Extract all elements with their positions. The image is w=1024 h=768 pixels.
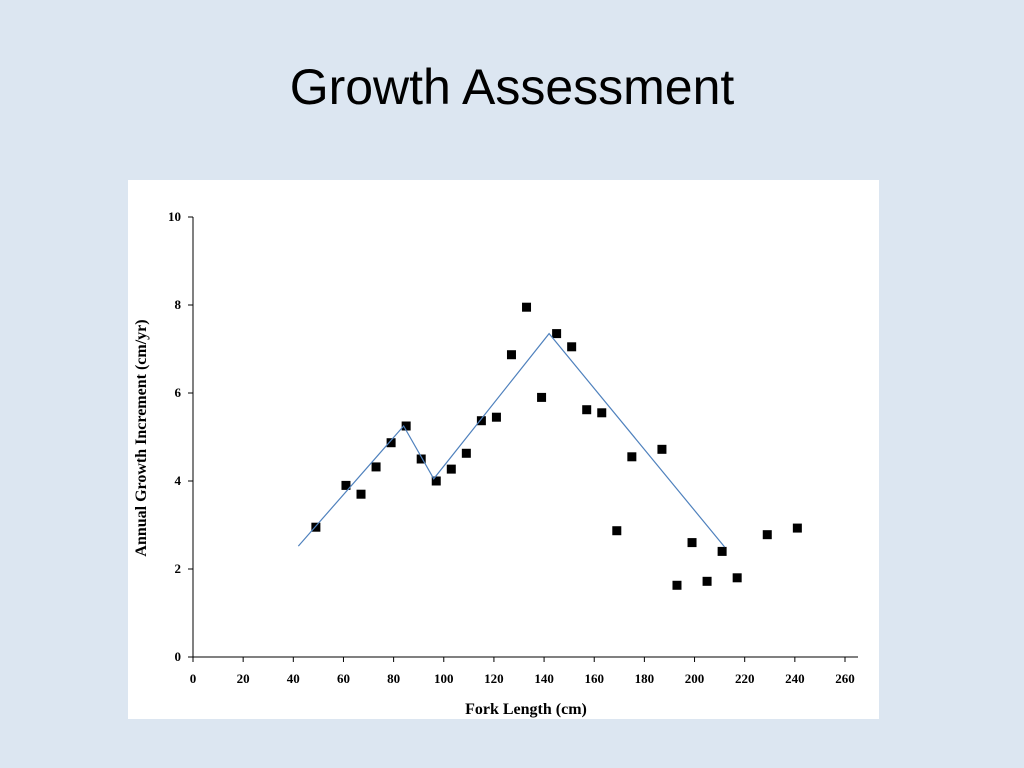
x-tick-label: 240 <box>785 671 805 686</box>
data-point <box>491 412 501 422</box>
data-point <box>431 476 441 486</box>
data-point <box>552 329 562 339</box>
data-point <box>386 438 396 448</box>
slide-title: Growth Assessment <box>289 59 735 115</box>
x-tick-label: 40 <box>287 671 300 686</box>
chart-axes: 0 20 40 60 80 100 120 140 160 180 200 220 240 260 0 2 4 6… <box>168 209 858 686</box>
data-point <box>627 452 637 462</box>
data-point <box>446 464 456 474</box>
data-point <box>657 444 667 454</box>
x-axis-title: Fork Length (cm) <box>465 701 587 718</box>
y-tick-label: 0 <box>175 649 182 664</box>
data-point <box>567 342 577 352</box>
chart-panel: 0 20 40 60 80 100 120 140 160 180 200 220 240 260 0 2 4 6… <box>128 180 879 719</box>
chart-marks <box>297 302 802 590</box>
x-tick-label: 80 <box>387 671 400 686</box>
x-tick-label: 260 <box>835 671 855 686</box>
data-point <box>461 448 471 458</box>
data-point <box>401 421 411 431</box>
x-tick-label: 200 <box>685 671 705 686</box>
scatter-chart: 0 20 40 60 80 100 120 140 160 180 200 220 240 260 0 2 4 6… <box>133 209 858 718</box>
y-tick-label: 10 <box>168 209 181 224</box>
x-tick-label: 140 <box>534 671 554 686</box>
x-tick-label: 120 <box>484 671 504 686</box>
y-tick-label: 2 <box>175 561 182 576</box>
data-point <box>537 392 547 402</box>
y-tick-label: 8 <box>175 297 182 312</box>
data-point <box>582 405 592 415</box>
data-point <box>762 530 772 540</box>
data-point <box>687 538 697 548</box>
x-tick-label: 100 <box>434 671 454 686</box>
data-point <box>356 489 366 499</box>
y-tick-label: 4 <box>175 473 182 488</box>
data-point <box>792 523 802 533</box>
x-tick-label: 160 <box>584 671 604 686</box>
data-point <box>612 526 622 536</box>
data-point <box>522 302 532 312</box>
data-point <box>717 546 727 556</box>
data-point <box>341 480 351 490</box>
data-point <box>732 573 742 583</box>
x-tick-label: 220 <box>735 671 755 686</box>
x-tick-label: 60 <box>337 671 350 686</box>
data-point <box>311 522 321 532</box>
x-tick-label: 180 <box>635 671 655 686</box>
data-point <box>371 462 381 472</box>
data-point <box>672 580 682 590</box>
y-axis-title: Annual Growth Increment (cm/yr) <box>133 319 150 556</box>
data-point <box>416 454 426 464</box>
x-tick-label: 20 <box>237 671 250 686</box>
data-point <box>506 350 516 360</box>
data-point <box>702 576 712 586</box>
trend-line <box>297 332 726 548</box>
y-tick-label: 6 <box>175 385 182 400</box>
x-tick-label: 0 <box>190 671 197 686</box>
data-point <box>597 408 607 418</box>
data-point <box>476 416 486 426</box>
